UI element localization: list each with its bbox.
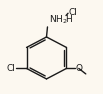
Text: H: H bbox=[65, 15, 72, 24]
Text: Cl: Cl bbox=[68, 8, 77, 17]
Text: O: O bbox=[76, 64, 83, 73]
Text: NH$_2$: NH$_2$ bbox=[49, 14, 68, 27]
Text: Cl: Cl bbox=[6, 64, 15, 73]
